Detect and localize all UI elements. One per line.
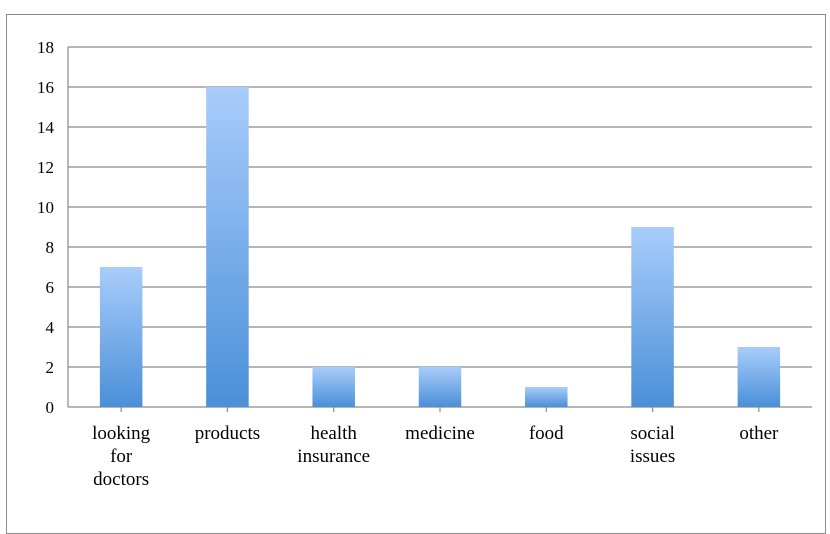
bar-6 [737, 347, 781, 407]
y-tick-label-10: 10 [37, 198, 54, 217]
bar-2 [312, 367, 355, 407]
x-category-label-0-line-2: doctors [93, 469, 149, 490]
x-category-labels: looking for doctors products health insurance… [92, 423, 779, 490]
bars [99, 87, 781, 407]
y-tick-label-2: 2 [46, 358, 55, 377]
x-category-label-5: social issues [630, 423, 675, 467]
bar-3 [418, 367, 462, 407]
y-tick-label-12: 12 [37, 158, 54, 177]
x-category-label-0: looking for doctors [92, 423, 151, 490]
x-category-label-1: products [195, 423, 260, 444]
y-tick-label-18: 18 [37, 38, 54, 57]
bar-chart: 0 2 4 6 8 10 12 14 16 18 looking for doctors product… [37, 38, 812, 490]
y-tick-label-14: 14 [37, 118, 55, 137]
x-category-label-4: food [529, 423, 564, 444]
y-tick-label-16: 16 [37, 78, 54, 97]
y-tick-labels: 0 2 4 6 8 10 12 14 16 18 [37, 38, 55, 417]
bar-5 [631, 227, 674, 407]
x-category-label-0-line-1: for [110, 446, 133, 467]
x-category-label-2: health insurance [297, 423, 370, 467]
y-tick-label-8: 8 [46, 238, 55, 257]
x-category-label-2-line-0: health [310, 423, 357, 444]
x-category-label-2-line-1: insurance [297, 446, 370, 467]
x-category-label-1-line-0: products [195, 423, 260, 444]
x-category-label-0-line-0: looking [92, 423, 151, 444]
bar-1 [206, 87, 249, 407]
x-category-label-6-line-0: other [739, 423, 779, 444]
axes [67, 47, 812, 412]
x-category-label-3-line-0: medicine [405, 423, 475, 444]
bar-4 [525, 387, 568, 407]
y-tick-label-4: 4 [46, 318, 55, 337]
x-category-label-4-line-0: food [529, 423, 564, 444]
grid-lines [68, 46, 812, 368]
x-category-label-5-line-1: issues [630, 446, 675, 467]
y-tick-label-0: 0 [46, 398, 55, 417]
x-category-label-6: other [739, 423, 779, 444]
x-category-label-3: medicine [405, 423, 475, 444]
chart-frame [6, 14, 826, 534]
x-category-label-5-line-0: social [630, 423, 674, 444]
y-tick-label-6: 6 [46, 278, 55, 297]
bar-0 [99, 267, 143, 407]
